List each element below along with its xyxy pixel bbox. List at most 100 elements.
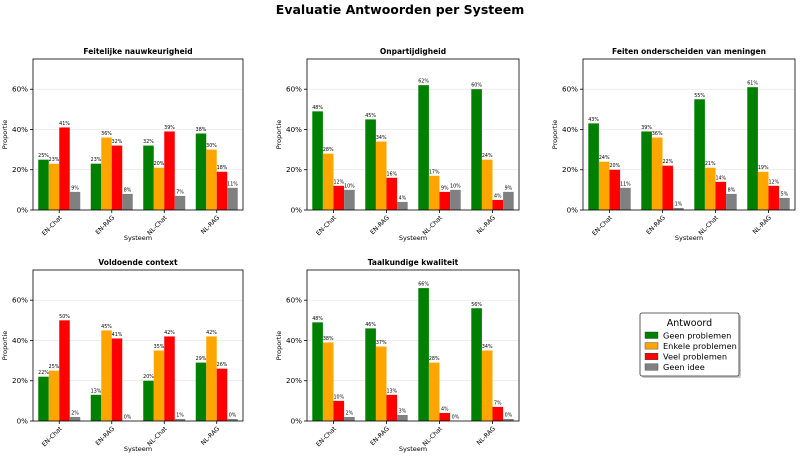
bar-geen-problemen [143, 145, 154, 210]
bar-data-label: 37% [376, 340, 387, 346]
bar-data-label: 14% [715, 175, 726, 181]
bar-geen-problemen [312, 111, 323, 210]
bar-data-label: 35% [154, 344, 165, 350]
bar-veel-problemen [492, 199, 504, 210]
bar-data-label: 3% [399, 408, 407, 414]
y-tick-label: 0% [291, 206, 303, 215]
bar-data-label: 22% [662, 159, 673, 165]
bar-data-label: 38% [196, 127, 207, 133]
legend-swatch-veel-problemen [644, 353, 659, 360]
y-tick-label: 20% [12, 165, 28, 174]
x-tick-label: NL-RAG [476, 214, 497, 235]
x-tick-label: EN-RAG [645, 214, 667, 236]
y-tick-label: 20% [286, 165, 302, 174]
bar-data-label: 32% [112, 139, 123, 145]
bar-geen-problemen [588, 123, 599, 210]
bar-geen-idee [779, 197, 790, 210]
bar-data-label: 0% [505, 412, 513, 418]
bar-geen-problemen [694, 99, 705, 210]
bar-geen-problemen [90, 394, 102, 421]
x-axis-label: Systeem [675, 234, 703, 242]
bar-enkele-problemen [206, 149, 217, 210]
bar-data-label: 34% [482, 344, 493, 350]
bar-data-label: 28% [323, 147, 334, 153]
bar-veel-problemen [492, 406, 504, 421]
bar-geen-problemen [38, 376, 49, 421]
bar-veel-problemen [768, 185, 780, 210]
bar-data-label: 4% [494, 193, 502, 199]
axes-frame [32, 269, 244, 422]
bar-enkele-problemen [704, 167, 716, 210]
subplots: 0%20%40%60%25%23%32%38%23%36%20%30%41%32… [1, 47, 796, 453]
legend-swatch-geen-idee [644, 363, 659, 371]
subplot-title: Feiten onderscheiden van meningen [612, 47, 766, 56]
bar-data-label: 24% [482, 153, 493, 159]
bar-geen-idee [503, 418, 514, 421]
bar-enkele-problemen [481, 350, 493, 421]
bar-data-label: 28% [429, 356, 440, 362]
y-tick-label: 60% [12, 296, 28, 305]
bar-data-label: 13% [386, 388, 397, 394]
bar-data-label: 2% [346, 410, 354, 416]
x-tick-label: NL-RAG [200, 425, 221, 446]
figure-title: Evaluatie Antwoorden per Systeem [276, 2, 524, 17]
bar-enkele-problemen [322, 342, 334, 421]
legend-title: Antwoord [667, 318, 712, 329]
bar-data-label: 19% [758, 165, 769, 171]
bar-data-label: 5% [781, 191, 789, 197]
bar-enkele-problemen [757, 171, 769, 210]
bar-data-label: 42% [206, 330, 217, 336]
bar-data-label: 0% [124, 415, 132, 421]
bar-data-label: 1% [176, 412, 184, 418]
bar-geen-problemen [418, 85, 429, 210]
x-tick-label: NL-RAG [476, 425, 497, 446]
bar-data-label: 66% [418, 282, 429, 288]
legend-label: Geen idee [663, 362, 705, 372]
bar-data-label: 7% [176, 189, 184, 195]
bar-data-label: 2% [71, 410, 79, 416]
bar-geen-problemen [471, 308, 482, 421]
bar-data-label: 39% [164, 125, 175, 131]
bar-data-label: 23% [91, 157, 102, 163]
y-tick-label: 0% [291, 417, 303, 426]
y-axis-label: Proportie [1, 120, 9, 149]
bar-veel-problemen [609, 169, 621, 210]
bar-geen-problemen [143, 380, 154, 421]
legend-label: Enkele problemen [663, 341, 737, 351]
y-tick-label: 40% [12, 336, 28, 345]
y-tick-label: 60% [286, 296, 302, 305]
bar-geen-problemen [365, 328, 376, 421]
bar-data-label: 30% [206, 143, 217, 149]
y-tick-label: 60% [286, 85, 302, 94]
y-axis-label: Proportie [275, 331, 283, 360]
bar-geen-idee [174, 418, 186, 421]
bar-data-label: 8% [728, 187, 736, 193]
bar-geen-idee [69, 191, 81, 210]
bar-veel-problemen [439, 412, 451, 421]
bar-geen-problemen [195, 362, 207, 421]
bar-data-label: 10% [344, 183, 355, 189]
bar-data-label: 18% [217, 165, 228, 171]
bar-enkele-problemen [101, 330, 112, 421]
bar-enkele-problemen [375, 141, 387, 210]
axes-frame [32, 58, 244, 211]
bar-data-label: 50% [59, 314, 70, 320]
bar-data-label: 21% [705, 161, 716, 167]
bar-geen-problemen [641, 131, 652, 210]
bar-data-label: 4% [441, 406, 449, 412]
bar-geen-idee [344, 416, 355, 421]
x-tick-label: EN-Chat [41, 425, 64, 448]
bar-data-label: 1% [675, 201, 683, 207]
bar-enkele-problemen [651, 137, 663, 210]
bar-geen-idee [69, 416, 81, 421]
legend-label: Veel problemen [663, 352, 727, 362]
y-tick-label: 20% [286, 376, 302, 385]
bar-veel-problemen [386, 394, 398, 421]
y-tick-label: 20% [12, 376, 28, 385]
bar-data-label: 9% [441, 185, 449, 191]
x-tick-label: EN-Chat [315, 425, 338, 448]
subplot-3: 0% 20% 40% 60% 43% 39% 55% 61% 24% 36% 21% 19% 20% 22… [551, 47, 796, 242]
bar-veel-problemen [386, 177, 398, 210]
bar-data-label: 24% [599, 155, 610, 161]
